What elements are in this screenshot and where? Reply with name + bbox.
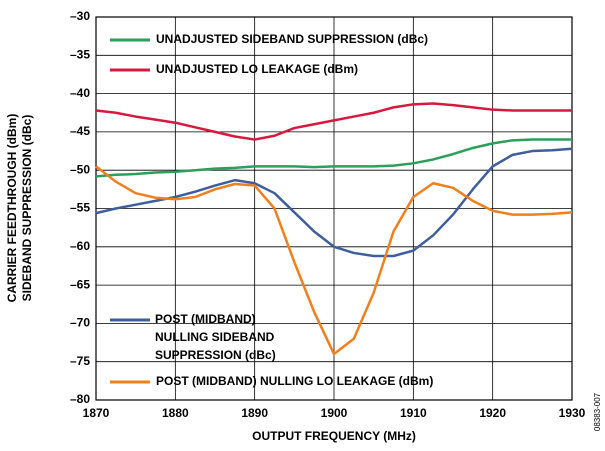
y-axis-label: CARRIER FEEDTHROUGH (dBm) — [5, 114, 19, 303]
y-tick-label: –40 — [70, 86, 90, 100]
x-tick-label: 1890 — [241, 406, 268, 420]
legend-label: UNADJUSTED LO LEAKAGE (dBm) — [156, 62, 358, 76]
y-tick-label: –65 — [70, 277, 90, 291]
x-tick-label: 1930 — [559, 406, 586, 420]
y-tick-label: –80 — [70, 392, 90, 406]
figure-code: 08383-007 — [593, 392, 602, 431]
y-tick-label: –35 — [70, 47, 90, 61]
legend-label: POST (MIDBAND) NULLING LO LEAKAGE (dBm) — [156, 374, 433, 388]
y-tick-label: –60 — [70, 239, 90, 253]
x-tick-label: 1910 — [400, 406, 427, 420]
series-line — [95, 102, 572, 141]
x-axis-label: OUTPUT FREQUENCY (MHz) — [252, 429, 416, 443]
x-tick-label: 1920 — [479, 406, 506, 420]
legend-label: POST (MIDBAND) NULLING SIDEBAND SUPPRESS… — [155, 312, 276, 362]
series-line — [95, 138, 572, 178]
y-axis-label: SIDEBAND SUPPRESSION (dBc) — [20, 115, 34, 302]
x-tick-label: 1880 — [162, 406, 189, 420]
y-tick-label: –50 — [70, 162, 90, 176]
y-tick-label: –45 — [70, 124, 90, 138]
legend-label: UNADJUSTED SIDEBAND SUPPRESSION (dBc) — [156, 32, 428, 46]
x-tick-label: 1900 — [321, 406, 348, 420]
y-tick-label: –70 — [70, 316, 90, 330]
x-tick-label: 1870 — [83, 406, 110, 420]
plot-frame — [95, 16, 573, 401]
y-tick-label: –30 — [70, 9, 90, 23]
y-tick-label: –75 — [70, 354, 90, 368]
series-line — [95, 147, 573, 258]
legend-label-box: POST (MIDBAND) NULLING SIDEBAND SUPPRESS… — [155, 312, 276, 362]
y-tick-label: –55 — [70, 201, 90, 215]
series-line — [95, 165, 573, 356]
